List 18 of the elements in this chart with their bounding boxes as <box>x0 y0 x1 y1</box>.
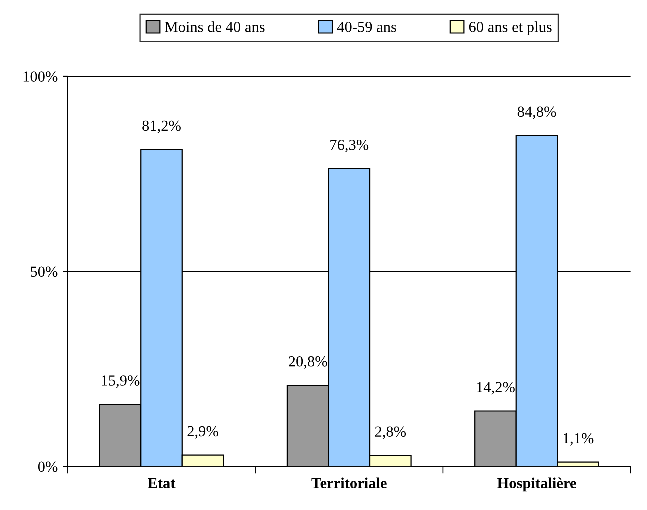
data-label: 76,3% <box>330 140 369 152</box>
data-label: 84,8% <box>518 106 556 120</box>
data-label: 81,2% <box>142 120 181 134</box>
legend-label: 60 ans et plus <box>469 22 552 36</box>
data-label: 2,8% <box>375 426 406 440</box>
x-tick-label: Hospitalière <box>498 478 576 492</box>
data-label: 15,9% <box>102 376 140 388</box>
data-label: 14,2% <box>477 382 515 395</box>
x-tick-label: Territoriale <box>312 478 387 489</box>
y-tick-label: 100% <box>24 72 58 82</box>
data-label: 20,8% <box>289 356 328 369</box>
legend-label: Moins de 40 ans <box>165 22 265 32</box>
y-tick-label: 50% <box>31 266 58 278</box>
data-label: 2,9% <box>188 426 218 439</box>
y-tick-label: 0% <box>38 462 58 472</box>
x-tick-label: Etat <box>148 478 176 489</box>
legend-label: 40-59 ans <box>337 22 396 32</box>
data-label: 1,1% <box>564 433 594 446</box>
